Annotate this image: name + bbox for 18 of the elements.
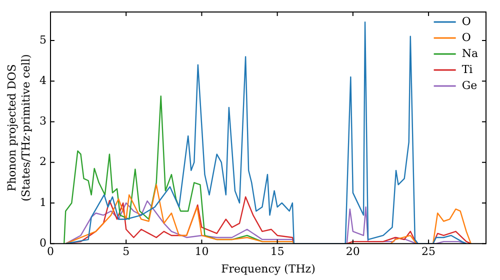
x-tick-label: 10 <box>194 245 209 258</box>
y-tick-label: 5 <box>40 33 46 46</box>
x-tick-label: 20 <box>346 245 360 258</box>
legend-label: Ge <box>462 78 478 92</box>
x-tick-label: 5 <box>122 245 130 258</box>
y-tick-label: 0 <box>40 236 46 250</box>
legend-label: O <box>462 30 471 44</box>
y-axis-title: Phonon projected DOS (States/THz·primitive cell) <box>6 54 32 202</box>
legend-label: Ti <box>462 62 474 76</box>
y-tick-label: 3 <box>40 114 46 128</box>
legend-label: O <box>462 14 471 28</box>
x-tick-label: 15 <box>270 245 284 258</box>
x-tick-label: 25 <box>422 245 436 258</box>
y-tick-label: 1 <box>40 196 46 209</box>
legend-label: Na <box>462 46 478 60</box>
x-axis-title: Frequency (THz) <box>221 262 316 276</box>
y-tick-label: 2 <box>40 155 46 168</box>
y-tick-label: 4 <box>40 74 46 87</box>
